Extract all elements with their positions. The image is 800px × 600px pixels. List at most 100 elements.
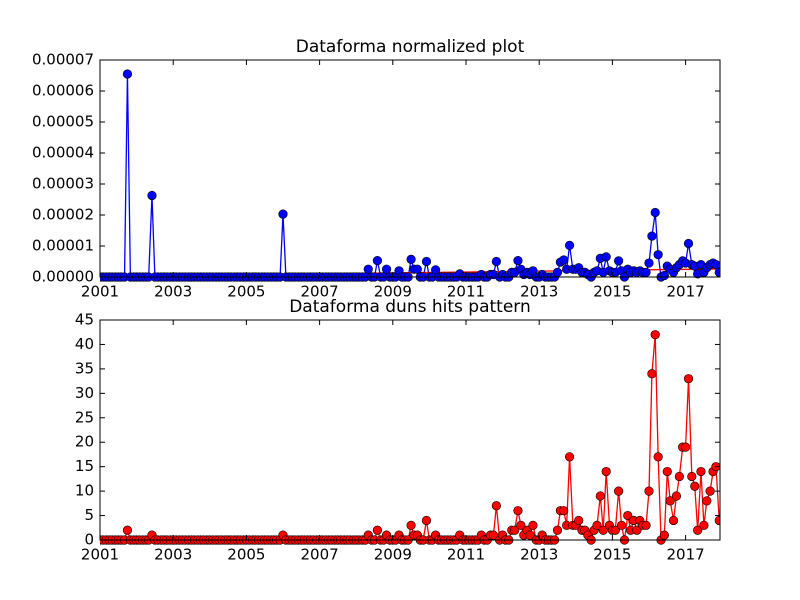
data-point — [488, 530, 499, 540]
data-point — [699, 520, 709, 530]
data-point — [598, 525, 608, 535]
x-tick-label: 2001 — [81, 546, 119, 564]
y-tick-label: 0.00001 — [32, 237, 94, 255]
data-point — [616, 520, 627, 530]
x-tick-label: 2003 — [154, 546, 192, 564]
y-tick-label: 0 — [84, 531, 94, 549]
data-point — [644, 486, 654, 496]
y-tick-label: 20 — [75, 433, 94, 451]
x-tick-label: 2005 — [227, 283, 265, 301]
x-tick-label: 2011 — [447, 546, 485, 564]
data-point — [122, 525, 133, 535]
data-point — [696, 466, 706, 477]
plot-area — [100, 330, 720, 545]
data-point — [381, 264, 392, 274]
data-point — [595, 491, 605, 501]
x-tick-label: 2007 — [301, 283, 339, 301]
data-point — [406, 254, 416, 264]
data-point — [372, 525, 383, 535]
axes-frame — [99, 59, 721, 278]
x-tick-label: 2007 — [301, 546, 339, 564]
data-point — [278, 209, 288, 219]
data-point — [412, 264, 422, 274]
y-tick-label: 5 — [84, 506, 94, 524]
data-point — [674, 471, 684, 482]
data-point — [650, 330, 660, 340]
data-point — [610, 525, 620, 535]
data-point — [641, 267, 651, 277]
x-tick-label: 2013 — [520, 546, 558, 564]
x-tick-label: 2001 — [81, 283, 119, 301]
data-point — [647, 231, 657, 241]
data-point — [525, 530, 535, 540]
data-point — [372, 255, 383, 266]
y-tick-label: 10 — [75, 482, 94, 500]
data-point — [592, 520, 602, 530]
data-point — [614, 256, 624, 266]
data-point — [690, 481, 700, 491]
x-tick-label: 2013 — [520, 283, 558, 301]
data-point — [662, 466, 672, 477]
chart-title: Dataforma normalized plot — [296, 37, 525, 57]
data-point — [687, 471, 697, 482]
x-tick-label: 2015 — [593, 546, 631, 564]
data-point — [147, 190, 157, 201]
data-point — [510, 525, 520, 535]
data-point — [668, 515, 679, 526]
y-tick-label: 25 — [75, 408, 94, 426]
data-point — [702, 496, 712, 506]
data-point — [644, 258, 654, 268]
x-tick-label: 2009 — [374, 546, 412, 564]
data-point — [574, 515, 584, 526]
data-point — [513, 255, 523, 266]
data-point — [683, 238, 694, 249]
data-point — [693, 525, 703, 535]
data-point — [601, 252, 611, 262]
y-tick-label: 45 — [75, 311, 94, 329]
y-tick-label: 30 — [75, 384, 94, 402]
y-tick-label: 0.00006 — [32, 82, 94, 100]
y-tick-label: 40 — [75, 335, 94, 353]
data-point — [714, 515, 720, 526]
data-point — [683, 374, 694, 384]
data-point — [406, 520, 416, 530]
data-point — [564, 452, 575, 462]
x-tick-label: 2011 — [447, 283, 485, 301]
y-tick-label: 35 — [75, 359, 94, 377]
y-tick-label: 0.00002 — [32, 206, 94, 224]
data-point — [552, 525, 563, 535]
data-point — [665, 496, 675, 506]
data-point — [559, 255, 569, 265]
data-point — [680, 442, 691, 452]
data-point — [711, 260, 720, 270]
data-point — [559, 506, 569, 516]
chart-title: Dataforma duns hits pattern — [289, 297, 531, 317]
data-point — [564, 240, 575, 250]
data-point — [671, 491, 682, 501]
data-point — [122, 69, 133, 79]
y-tick-label: 0.00007 — [32, 51, 94, 69]
data-point — [705, 486, 715, 496]
data-point — [516, 520, 526, 530]
y-tick-label: 0.00004 — [32, 144, 94, 162]
data-point — [641, 520, 651, 530]
data-point — [653, 250, 663, 260]
y-tick-label: 0.00000 — [32, 268, 94, 286]
x-tick-label: 2017 — [667, 546, 705, 564]
data-point — [653, 452, 663, 462]
data-point — [659, 270, 669, 281]
data-point — [632, 525, 642, 535]
y-tick-label: 15 — [75, 457, 94, 475]
data-point — [659, 530, 669, 540]
x-tick-label: 2015 — [593, 283, 631, 301]
data-point — [491, 501, 501, 511]
x-tick-label: 2009 — [374, 283, 412, 301]
data-point — [421, 256, 432, 267]
data-point — [614, 486, 624, 496]
data-point — [528, 520, 538, 530]
data-point — [552, 267, 563, 277]
data-point — [491, 256, 501, 267]
y-tick-label: 0.00003 — [32, 175, 94, 193]
